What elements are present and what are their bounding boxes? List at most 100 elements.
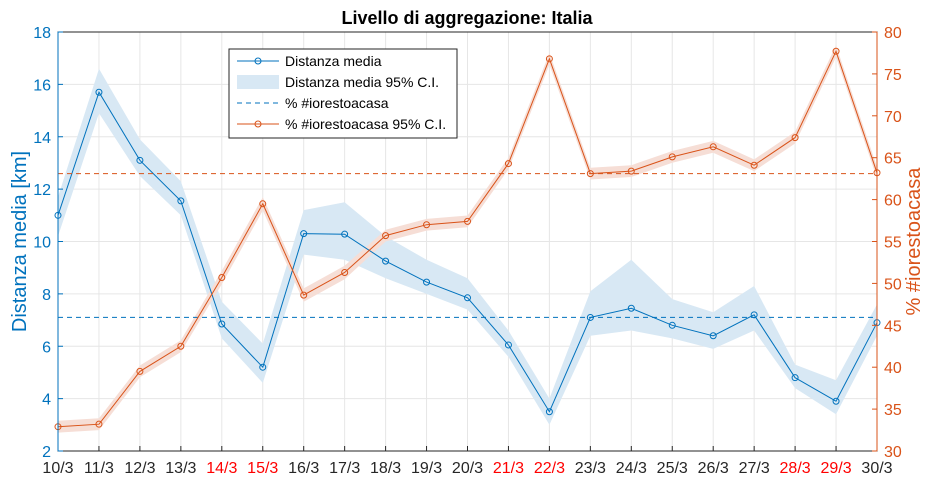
y-axis-label-right: % #iorestoacasa [903, 167, 925, 316]
data-point [668, 321, 676, 329]
y-tick-label-right: 40 [884, 360, 902, 377]
ci-band [58, 68, 877, 425]
data-point [668, 153, 676, 161]
x-tick-label: 24/3 [616, 460, 647, 477]
x-tick-label: 27/3 [739, 460, 770, 477]
data-point [341, 269, 349, 277]
data-point [300, 230, 308, 238]
data-point [791, 374, 799, 382]
grid [58, 32, 877, 451]
y-tick-label-right: 75 [884, 67, 902, 84]
data-point [382, 232, 390, 240]
y-tick-label-left: 14 [33, 130, 51, 147]
data-point [586, 313, 594, 321]
data-point [259, 363, 267, 371]
data-point [709, 332, 717, 340]
x-tick-label: 13/3 [165, 460, 196, 477]
data-point [627, 167, 635, 175]
x-tick-label: 29/3 [820, 460, 851, 477]
y-tick-label-right: 65 [884, 151, 902, 168]
y-tick-label-left: 10 [33, 235, 51, 252]
series-markers [54, 47, 881, 431]
data-point [545, 55, 553, 63]
x-tick-label: 11/3 [84, 460, 114, 477]
data-point [832, 397, 840, 405]
y-tick-label-right: 35 [884, 402, 902, 419]
data-point [218, 320, 226, 328]
y-tick-label-left: 8 [42, 287, 51, 304]
y-tick-label-right: 50 [884, 276, 902, 293]
x-tick-label: 25/3 [657, 460, 688, 477]
y-tick-label-right: 45 [884, 318, 902, 335]
y-tick-label-right: 55 [884, 235, 902, 252]
data-point [341, 230, 349, 238]
data-point [504, 341, 512, 349]
y-tick-label-right: 70 [884, 109, 902, 126]
data-point [464, 217, 471, 225]
data-point [709, 143, 717, 151]
legend-label: % #iorestoacasa 95% C.I. [285, 116, 446, 132]
x-tick-label: 10/3 [42, 460, 73, 477]
legend-swatch-marker [254, 120, 262, 128]
data-point [177, 342, 185, 350]
legend-label: Distanza media 95% C.I. [285, 74, 439, 90]
y-tick-label-left: 18 [33, 25, 51, 42]
series-line [57, 49, 878, 428]
data-point [750, 161, 758, 169]
series-lines [57, 49, 878, 428]
x-tick-label: 30/3 [861, 460, 892, 477]
series-line [57, 91, 878, 413]
y-tick-label-left: 6 [42, 339, 51, 356]
x-tick-label: 26/3 [698, 460, 729, 477]
data-point [750, 311, 758, 319]
x-tick-label: 19/3 [411, 460, 442, 477]
x-tick-label: 21/3 [493, 460, 524, 477]
data-point [627, 304, 635, 312]
data-point [586, 170, 594, 178]
data-point [423, 278, 431, 286]
y-tick-label-right: 60 [884, 193, 902, 210]
legend-swatch-marker [254, 57, 262, 65]
data-point [95, 88, 103, 96]
data-point [545, 408, 553, 416]
x-tick-label: 22/3 [534, 460, 565, 477]
axis-ticks: 10/3 11/3 12/3 13/3 14/3 15/3 16/3 17/3 18/3 19/3… [33, 25, 902, 477]
chart-title: Livello di aggregazione: Italia [341, 8, 593, 28]
x-tick-label: 15/3 [247, 460, 278, 477]
data-point [382, 257, 390, 265]
y-axis-label-left: Distanza media [km] [9, 151, 31, 332]
data-point [136, 367, 144, 375]
x-tick-label: 16/3 [288, 460, 319, 477]
legend: Distanza media Distanza media 95% C.I. % #… [228, 48, 458, 139]
x-tick-label: 14/3 [206, 460, 237, 477]
x-tick-label: 28/3 [780, 460, 811, 477]
x-tick-label: 18/3 [370, 460, 401, 477]
data-point [791, 134, 799, 142]
data-point [259, 200, 267, 208]
y-tick-label-left: 16 [33, 77, 51, 94]
x-tick-label: 12/3 [124, 460, 155, 477]
data-point [218, 274, 226, 282]
data-point [300, 291, 308, 299]
x-tick-label: 23/3 [575, 460, 606, 477]
data-point [177, 197, 185, 205]
legend-box [228, 48, 458, 139]
y-tick-label-left: 4 [42, 392, 51, 409]
data-point [95, 420, 103, 428]
x-tick-label: 17/3 [329, 460, 360, 477]
data-point [504, 160, 512, 168]
y-tick-label-left: 12 [33, 182, 51, 199]
y-tick-label-right: 80 [884, 25, 902, 42]
legend-label: % #iorestoacasa [285, 95, 389, 111]
legend-swatch-band [237, 75, 279, 89]
data-point [423, 221, 431, 229]
legend-label: Distanza media [285, 53, 382, 69]
ci-bands [58, 45, 877, 433]
y-tick-label-left: 2 [42, 444, 51, 461]
data-point [464, 294, 471, 302]
y-tick-label-right: 30 [884, 444, 902, 461]
x-tick-label: 20/3 [452, 460, 483, 477]
data-point [136, 156, 144, 164]
data-point [832, 47, 840, 55]
